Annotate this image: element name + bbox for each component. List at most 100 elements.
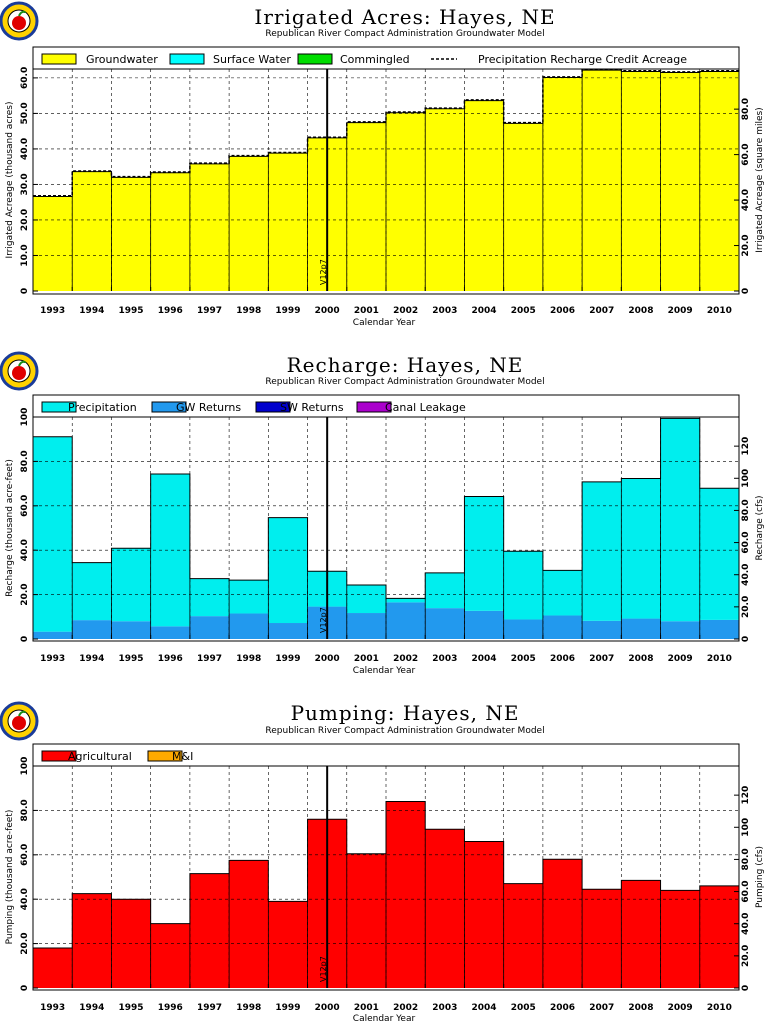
x-tick-label: 2005 [511,306,536,316]
x-tick-label: 2001 [354,306,379,316]
x-tick-label: 1999 [275,1003,300,1013]
x-tick-label: 2003 [432,654,457,664]
y-right-tick-label: 120 [741,437,751,456]
bar-agricultural [229,860,269,988]
apple-shape [12,366,26,380]
bar-precipitation [72,562,112,621]
x-tick-label: 1995 [119,654,144,664]
y-tick-label: 80.0 [20,450,30,472]
legend-label: Surface Water [213,53,291,66]
x-tick-label: 1998 [236,306,261,316]
legend-label: Precipitation [68,401,137,414]
x-tick-label: 2004 [472,306,497,316]
x-tick-label: 1994 [79,1003,104,1013]
y-tick-label: 20.0 [20,583,30,605]
apple-leaf [18,710,26,717]
x-tick-label: 2003 [432,1003,457,1013]
y-right-tick-label: 100 [741,818,751,837]
bar-precipitation [464,496,504,611]
x-tick-label: 1997 [197,306,222,316]
version-marker-label: V12p7 [319,956,328,982]
x-tick-label: 2007 [589,654,614,664]
x-tick-label: 1994 [79,306,104,316]
apple-logo-icon [0,701,39,741]
bar-gw-returns [33,631,73,639]
y-right-tick-label: 80.0 [741,848,751,870]
legend-label: SW Returns [280,401,344,414]
bar-groundwater [660,72,700,291]
x-tick-label: 2005 [511,1003,536,1013]
y-axis-label: Pumping (thousand acre-feet) [5,810,15,945]
legend-swatch [297,53,333,65]
x-tick-label: 2003 [432,306,457,316]
bar-precipitation [582,481,622,621]
x-tick-label: 1995 [119,306,144,316]
bar-gw-returns [229,613,269,639]
y-tick-label: 60.0 [20,67,30,89]
bar-agricultural [33,948,73,988]
x-tick-label: 2006 [550,306,575,316]
x-tick-label: 1994 [79,654,104,664]
bar-precipitation [699,488,739,620]
apple-shape [12,716,26,730]
legend-label: Canal Leakage [385,401,466,414]
y-right-tick-label: 100 [741,469,751,488]
x-tick-label: 2002 [393,306,418,316]
x-tick-label: 2000 [315,1003,340,1013]
chart-title: Pumping: Hayes, NE [291,701,520,725]
bar-groundwater [268,153,308,291]
y-axis-label: Irrigated Acreage (thousand acres) [5,101,15,258]
y-right-tick-label: 0 [741,985,751,991]
y-tick-label: 30.0 [20,173,30,195]
x-axis-label: Calendar Year [353,318,416,328]
y-axis-label: Recharge (thousand acre-feet) [5,459,15,597]
y-tick-label: 80.0 [20,799,30,821]
bar-precipitation [346,585,386,614]
bar-precipitation [33,436,73,632]
bar-gw-returns [346,613,386,639]
x-tick-label: 2000 [315,306,340,316]
bar-gw-returns [582,620,622,639]
bar-precipitation [386,598,426,603]
y-right-tick-label: 80.0 [741,499,751,521]
bar-agricultural [542,859,583,988]
legend-swatch [41,401,77,413]
line-series-credit-acreage [33,68,739,197]
x-tick-label: 2004 [472,1003,497,1013]
bar-precipitation [503,551,543,620]
y-right-tick-label: 80.0 [741,98,751,120]
y-tick-label: 20.0 [20,932,30,954]
legend-swatch [41,53,77,65]
x-tick-label: 2001 [354,1003,379,1013]
apple-leaf [18,360,26,367]
y-tick-label: 20.0 [20,209,30,231]
x-tick-label: 2008 [628,1003,653,1013]
bar-groundwater [150,172,190,291]
x-tick-label: 2002 [393,1003,418,1013]
apple-shape [12,16,26,30]
legend-label: Commingled [340,53,410,66]
apple-logo-icon [0,351,39,391]
x-tick-label: 2009 [668,306,693,316]
legend-swatch [147,750,183,762]
y-tick-label: 100 [20,408,30,427]
legend-swatch [169,53,205,65]
bar-agricultural [582,889,622,988]
y-right-tick-label: 20.0 [741,234,751,256]
bar-groundwater [33,196,73,291]
bar-gw-returns [425,608,465,639]
y-right-axis-label: Pumping (cfs) [755,846,765,908]
bar-agricultural [660,890,700,988]
legend-swatch [151,401,187,413]
legend-label: GW Returns [176,401,241,414]
y-right-tick-label: 40.0 [741,189,751,211]
bar-gw-returns [464,610,504,639]
y-right-tick-label: 40.0 [741,913,751,935]
bar-precipitation [189,578,230,617]
y-tick-label: 40.0 [20,539,30,561]
x-tick-label: 1995 [119,1003,144,1013]
legend-label: M&I [172,750,193,763]
bar-precipitation [660,418,700,622]
